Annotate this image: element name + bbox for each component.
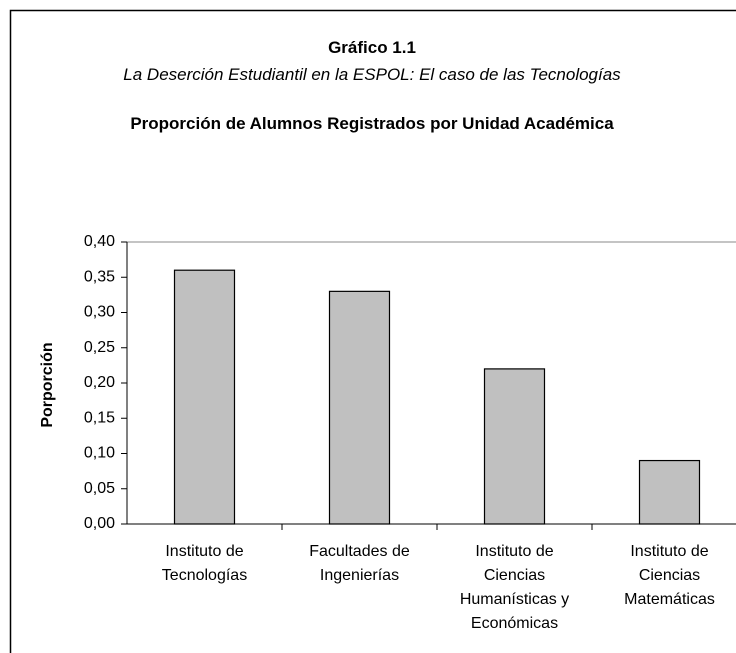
y-tick-label: 0,20 bbox=[84, 374, 115, 391]
x-tick-label: Instituto de Ciencias Humanísticas y Eco… bbox=[459, 543, 570, 632]
x-tick-label: Instituto de Ciencias Matemáticas bbox=[624, 543, 715, 608]
bar bbox=[173, 269, 236, 525]
x-tick-label: Facultades de Ingenierías bbox=[309, 543, 410, 584]
y-tick-label: 0,15 bbox=[84, 409, 115, 426]
y-tick-label: 0,10 bbox=[84, 445, 115, 462]
bar bbox=[483, 368, 546, 525]
bar bbox=[328, 290, 391, 525]
y-tick-label: 0,05 bbox=[84, 480, 115, 497]
chart-border bbox=[9, 9, 736, 653]
x-tick-label: Instituto de Tecnologías bbox=[161, 543, 248, 584]
y-tick-label: 0,25 bbox=[84, 339, 115, 356]
bar bbox=[638, 459, 701, 525]
y-tick-label: 0,35 bbox=[84, 268, 115, 285]
chart-title: Gráfico 1.1 bbox=[328, 38, 416, 57]
y-tick-label: 0,30 bbox=[84, 304, 115, 321]
chart-title-2: Proporción de Alumnos Registrados por Un… bbox=[130, 114, 614, 133]
chart-subtitle: La Deserción Estudiantil en la ESPOL: El… bbox=[123, 65, 621, 84]
y-tick-label: 0,00 bbox=[84, 515, 115, 532]
y-tick-label: 0,40 bbox=[84, 233, 115, 250]
y-axis-label: Porporción bbox=[39, 342, 56, 427]
